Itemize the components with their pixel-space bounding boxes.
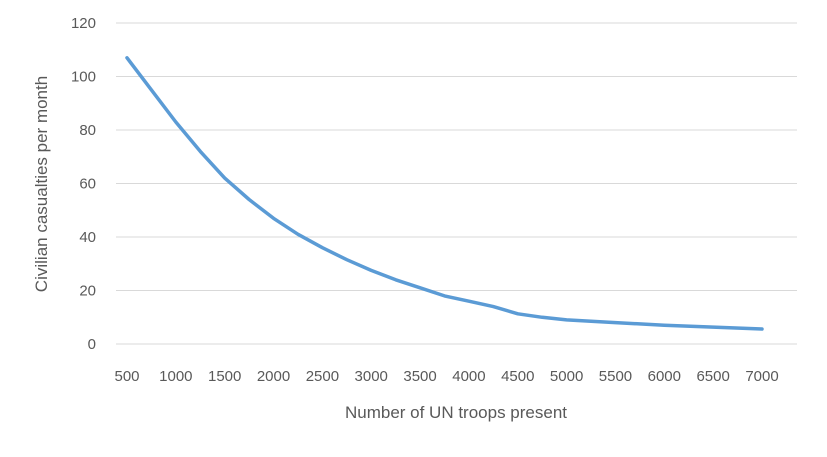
x-tick-label: 7000	[745, 368, 778, 385]
x-tick-label: 5500	[599, 368, 632, 385]
x-axis-title: Number of UN troops present	[345, 403, 567, 422]
gridlines	[116, 22, 797, 345]
y-tick-label: 20	[79, 283, 96, 300]
x-tick-label: 6500	[696, 368, 729, 385]
y-axis-ticks: 0 20 40 60 80 100 120	[71, 15, 96, 353]
series-layer	[125, 56, 764, 331]
x-tick-label: 6000	[648, 368, 681, 385]
series-line-0	[125, 56, 764, 331]
y-tick-label: 80	[79, 122, 96, 139]
y-tick-label: 40	[79, 229, 96, 246]
x-tick-label: 5000	[550, 368, 583, 385]
x-tick-label: 3500	[403, 368, 436, 385]
x-tick-label: 3000	[355, 368, 388, 385]
y-tick-label: 60	[79, 176, 96, 193]
x-tick-label: 2000	[257, 368, 290, 385]
y-axis-title: Civilian casualties per month	[32, 76, 51, 292]
y-tick-label: 100	[71, 69, 96, 86]
x-tick-label: 1500	[208, 368, 241, 385]
x-tick-label: 2500	[306, 368, 339, 385]
y-tick-label: 0	[88, 336, 96, 353]
x-tick-label: 500	[114, 368, 139, 385]
x-axis-ticks: 500 1000 1500 2000 2500 3000 3500 4000 4500 5000 5…	[114, 368, 778, 385]
x-tick-label: 1000	[159, 368, 192, 385]
x-tick-label: 4000	[452, 368, 485, 385]
y-tick-label: 120	[71, 15, 96, 32]
x-tick-label: 4500	[501, 368, 534, 385]
